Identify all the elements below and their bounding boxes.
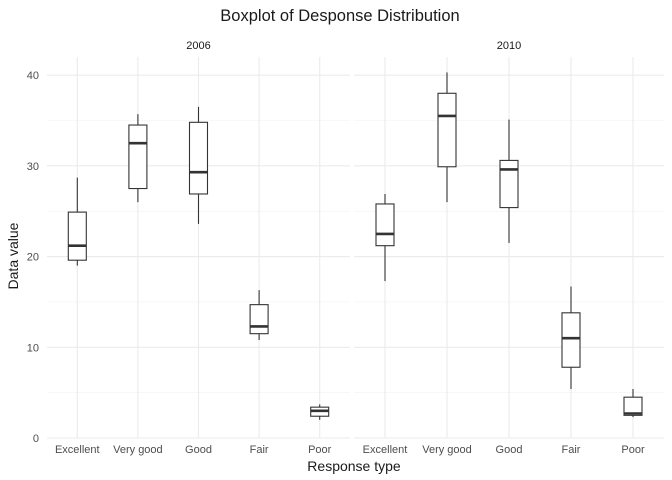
x-axis-title: Response type bbox=[307, 458, 401, 474]
x-tick-label: Poor bbox=[621, 444, 645, 456]
y-tick-label: 30 bbox=[27, 161, 39, 173]
x-tick-label: Excellent bbox=[55, 444, 100, 456]
box-good bbox=[499, 119, 519, 243]
box-iqr bbox=[249, 304, 269, 335]
box-poor bbox=[623, 389, 643, 418]
y-tick-label: 10 bbox=[27, 342, 39, 354]
x-tick-label: Fair bbox=[562, 444, 581, 456]
box-iqr bbox=[623, 396, 643, 416]
y-tick-label: 20 bbox=[27, 252, 39, 264]
x-tick-label: Very good bbox=[113, 444, 163, 456]
box-poor bbox=[310, 404, 330, 420]
box-fair bbox=[249, 290, 269, 341]
x-tick-label: Good bbox=[496, 444, 523, 456]
facet-strip-label: 2006 bbox=[186, 40, 210, 52]
box-excellent bbox=[375, 193, 395, 282]
x-tick-label: Very good bbox=[422, 444, 472, 456]
box-iqr bbox=[128, 124, 148, 190]
x-tick-label: Excellent bbox=[363, 444, 408, 456]
x-tick-label: Good bbox=[185, 444, 212, 456]
box-fair bbox=[561, 286, 581, 390]
x-tick-label: Poor bbox=[308, 444, 332, 456]
box-iqr bbox=[499, 159, 519, 209]
facet-strip-label: 2010 bbox=[497, 40, 521, 52]
box-iqr bbox=[437, 92, 457, 168]
box-excellent bbox=[67, 177, 87, 266]
box-iqr bbox=[375, 203, 395, 247]
box-iqr bbox=[561, 312, 581, 368]
facet-panel-2006: 2006 Excellent Very good Good Fair Poor bbox=[47, 40, 350, 456]
box-very-good bbox=[437, 72, 457, 203]
y-axis-title: Data value bbox=[5, 222, 21, 289]
box-iqr bbox=[67, 211, 87, 261]
facet-panel-2010: 2010 Excellent Very good Good Fair Poor bbox=[354, 40, 664, 456]
chart-title: Boxplot of Desponse Distribution bbox=[220, 7, 459, 25]
y-tick-label: 40 bbox=[27, 70, 39, 82]
box-good bbox=[188, 106, 209, 224]
y-tick-label: 0 bbox=[33, 433, 39, 445]
box-very-good bbox=[128, 114, 148, 203]
x-tick-label: Fair bbox=[250, 444, 269, 456]
box-iqr bbox=[188, 121, 209, 195]
